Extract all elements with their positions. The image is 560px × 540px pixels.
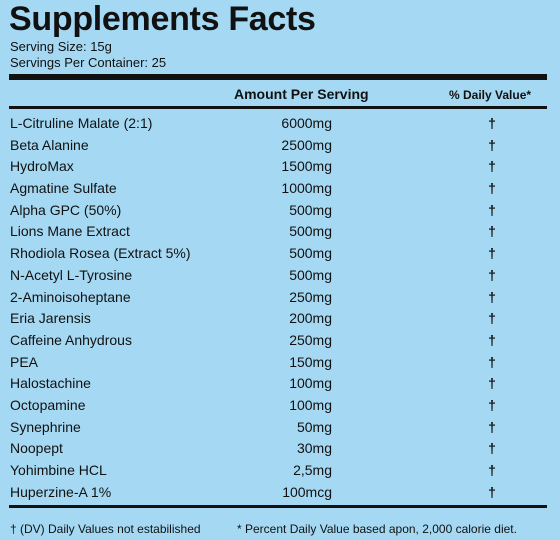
ingredient-name: Agmatine Sulfate bbox=[10, 180, 117, 197]
ingredient-name: Yohimbine HCL bbox=[10, 462, 107, 478]
ingredient-amount: 250mg bbox=[289, 288, 332, 305]
ingredient-amount: 500mg bbox=[289, 201, 332, 218]
amount-header: Amount Per Serving bbox=[234, 86, 369, 102]
ingredient-row: PEA 150mg † bbox=[0, 352, 560, 374]
ingredient-daily-value: † bbox=[488, 180, 496, 197]
ingredient-amount: 500mg bbox=[289, 223, 332, 240]
ingredient-name: Huperzine-A 1% bbox=[10, 483, 112, 500]
ingredient-amount: 1500mg bbox=[281, 158, 332, 175]
ingredient-row: Alpha GPC (50%) 500mg † bbox=[0, 200, 560, 222]
ingredient-amount: 500mg bbox=[289, 266, 332, 283]
ingredient-row: Yohimbine HCL 2,5mg † bbox=[0, 460, 560, 482]
ingredient-amount: 1000mg bbox=[281, 180, 332, 197]
ingredient-amount: 2500mg bbox=[281, 136, 332, 153]
ingredient-amount: 100mg bbox=[289, 375, 332, 392]
ingredient-name: N-Acetyl L-Tyrosine bbox=[10, 266, 133, 283]
ingredient-row: Halostachine 100mg † bbox=[0, 373, 560, 395]
ingredient-daily-value: † bbox=[488, 418, 496, 435]
ingredient-daily-value: † bbox=[488, 440, 496, 457]
daily-value-header: % Daily Value* bbox=[449, 88, 532, 102]
ingredient-amount: 100mg bbox=[289, 396, 332, 413]
ingredient-name: Alpha GPC (50%) bbox=[10, 201, 122, 218]
ingredient-amount: 6000mg bbox=[281, 115, 332, 131]
ingredient-name: Caffeine Anhydrous bbox=[10, 331, 132, 348]
ingredient-row: Lions Mane Extract 500mg † bbox=[0, 221, 560, 243]
ingredient-daily-value: † bbox=[488, 462, 496, 478]
ingredient-row: Synephrine 50mg † bbox=[0, 417, 560, 439]
ingredient-daily-value: † bbox=[488, 310, 496, 327]
ingredient-amount: 500mg bbox=[289, 245, 332, 262]
ingredient-daily-value: † bbox=[488, 158, 496, 175]
ingredient-amount: 250mg bbox=[289, 331, 332, 348]
ingredient-name: Octopamine bbox=[10, 396, 86, 413]
ingredient-name: Lions Mane Extract bbox=[10, 223, 130, 240]
ingredient-row: Agmatine Sulfate 1000mg † bbox=[0, 178, 560, 200]
ingredient-amount: 30mg bbox=[296, 440, 332, 457]
ingredient-daily-value: † bbox=[488, 115, 496, 131]
ingredient-daily-value: † bbox=[488, 223, 496, 240]
ingredient-daily-value: † bbox=[488, 201, 496, 218]
ingredient-amount: 100mcg bbox=[282, 483, 332, 500]
ingredient-name: 2-Aminoisoheptane bbox=[10, 288, 131, 305]
ingredient-row: Beta Alanine 2500mg † bbox=[0, 135, 560, 157]
ingredient-name: Halostachine bbox=[10, 375, 91, 392]
ingredient-name: Eria Jarensis bbox=[10, 310, 91, 327]
ingredient-name: HydroMax bbox=[10, 158, 74, 175]
ingredient-amount: 150mg bbox=[289, 353, 332, 370]
ingredient-amount: 2,5mg bbox=[293, 462, 332, 478]
header-divider bbox=[9, 106, 547, 109]
ingredient-name: Beta Alanine bbox=[10, 136, 89, 153]
ingredient-amount: 50mg bbox=[296, 418, 332, 435]
footer-percent-note: * Percent Daily Value based apon, 2,000 … bbox=[237, 522, 517, 536]
ingredient-daily-value: † bbox=[488, 136, 496, 153]
ingredient-name: PEA bbox=[10, 353, 39, 370]
ingredient-row: Huperzine-A 1% 100mcg † bbox=[0, 482, 560, 504]
ingredient-daily-value: † bbox=[488, 288, 496, 305]
ingredient-row: L-Citruline Malate (2:1) 6000mg † bbox=[0, 113, 560, 135]
ingredient-row: Rhodiola Rosea (Extract 5%) 500mg † bbox=[0, 243, 560, 265]
ingredient-daily-value: † bbox=[488, 331, 496, 348]
ingredient-daily-value: † bbox=[488, 266, 496, 283]
ingredient-row: Caffeine Anhydrous 250mg † bbox=[0, 330, 560, 352]
ingredient-row: 2-Aminoisoheptane 250mg † bbox=[0, 287, 560, 309]
ingredient-daily-value: † bbox=[488, 483, 496, 500]
ingredient-row: HydroMax 1500mg † bbox=[0, 156, 560, 178]
ingredient-name: Rhodiola Rosea (Extract 5%) bbox=[10, 245, 191, 262]
ingredient-row: Noopept 30mg † bbox=[0, 438, 560, 460]
top-divider bbox=[9, 74, 547, 80]
ingredient-row: Eria Jarensis 200mg † bbox=[0, 308, 560, 330]
ingredient-name: L-Citruline Malate (2:1) bbox=[10, 115, 153, 131]
bottom-divider bbox=[9, 505, 547, 508]
ingredient-name: Synephrine bbox=[10, 418, 81, 435]
ingredient-daily-value: † bbox=[488, 353, 496, 370]
serving-size: Serving Size: 15g bbox=[10, 39, 112, 54]
ingredient-row: N-Acetyl L-Tyrosine 500mg † bbox=[0, 265, 560, 287]
ingredient-row: Octopamine 100mg † bbox=[0, 395, 560, 417]
panel-title: Supplements Facts bbox=[9, 0, 316, 38]
ingredient-daily-value: † bbox=[488, 375, 496, 392]
servings-per-container: Servings Per Container: 25 bbox=[10, 55, 167, 70]
ingredient-daily-value: † bbox=[488, 396, 496, 413]
ingredient-table: L-Citruline Malate (2:1) 6000mg † Beta Alan… bbox=[0, 113, 560, 503]
ingredient-daily-value: † bbox=[488, 245, 496, 262]
ingredient-amount: 200mg bbox=[289, 310, 332, 327]
ingredient-name: Noopept bbox=[10, 440, 63, 457]
footer-dv-note: † (DV) Daily Values not estabilished bbox=[10, 522, 201, 536]
